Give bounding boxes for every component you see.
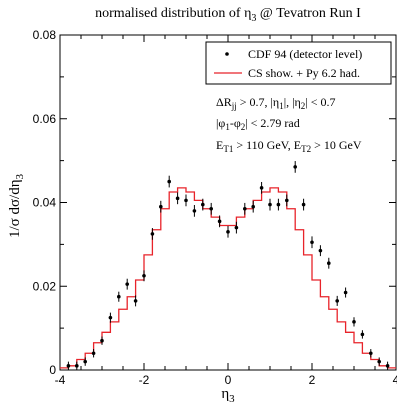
chart-title-pre: normalised distribution of η (95, 6, 251, 21)
x-tick-label: -2 (139, 373, 150, 387)
annotation-part: > 0.7, |η (237, 95, 279, 109)
annotation-line: |φ1-φ2| < 2.79 rad (216, 116, 300, 132)
series-cs-shower-step (60, 187, 396, 369)
x-tick-label: -4 (55, 373, 66, 387)
cdf-data-point (276, 202, 281, 207)
cdf-data-point (75, 364, 79, 368)
y-axis-label: 1/σ dσ/dη3 (7, 173, 26, 238)
cdf-data-point (369, 351, 373, 356)
cdf-data-point (335, 299, 340, 303)
x-axis-label-base: η (221, 386, 229, 402)
plot-area: -4 -2 0 2 4 0 0.02 0.04 0.06 0.08 (33, 28, 397, 387)
legend-label-cs: CS show. + Py 6.2 had. (248, 66, 360, 80)
cdf-data-point (150, 232, 155, 236)
cdf-data-point (66, 364, 71, 368)
cdf-data-point (184, 198, 188, 203)
y-tick-label: 0 (49, 363, 56, 377)
legend: CDF 94 (detector level) CS show. + Py 6.… (205, 41, 392, 85)
legend-label-cdf: CDF 94 (detector level) (248, 47, 362, 61)
cuts-annotation: ΔRjj > 0.7, |η1|, |η2| < 0.7|φ1-φ2| < 2.… (216, 95, 362, 154)
annotation-part: 2 (241, 122, 246, 132)
annotation-part: | < 0.7 (305, 95, 335, 109)
cdf-data-point (142, 273, 146, 278)
cdf-data-point (91, 351, 96, 356)
cdf-data-point (175, 196, 180, 201)
x-tick-label: 0 (225, 373, 232, 387)
cdf-data-point (217, 219, 222, 224)
annotation-part: 2 (301, 101, 306, 111)
cdf-data-point (100, 338, 104, 343)
x-axis-label: η3 (221, 386, 235, 403)
cdf-data-point (301, 202, 306, 207)
chart-title-post: @ Tevatron Run I (256, 6, 361, 21)
cdf-data-point (259, 186, 264, 190)
annotation-part: -φ (230, 116, 241, 130)
cdf-data-point (201, 202, 205, 207)
x-tick-label: 4 (393, 373, 397, 387)
cdf-data-point (209, 206, 213, 211)
annotation-line: ΔRjj > 0.7, |η1|, |η2| < 0.7 (216, 95, 335, 111)
cdf-data-point (83, 359, 87, 364)
cdf-data-point (318, 248, 323, 253)
chart-title: normalised distribution of η3 @ Tevatron… (95, 6, 361, 24)
annotation-part: 1 (279, 101, 284, 111)
y-axis-label-pre: 1/σ dσ/dη (7, 179, 23, 238)
annotation-part: > 10 GeV (311, 138, 362, 152)
x-tick-label: 2 (309, 373, 316, 387)
cdf-data-point (251, 204, 255, 209)
cdf-data-point (243, 206, 247, 211)
cdf-data-point (117, 294, 121, 299)
cdf-data-point (285, 198, 289, 203)
annotation-part: jj (231, 101, 237, 111)
cdf-data-point (133, 299, 138, 303)
annotation-part: T1 (223, 144, 233, 154)
y-tick-label: 0.06 (33, 112, 57, 126)
cdf-data-point (226, 230, 230, 234)
cdf-data-point (352, 320, 356, 324)
annotation-part: |φ (216, 116, 225, 130)
legend-box (205, 41, 392, 85)
annotation-part: 1 (225, 122, 230, 132)
chart-title-sub: 3 (251, 13, 256, 24)
cdf-data-point (360, 332, 365, 337)
cdf-data-point (159, 204, 163, 209)
legend-marker-cdf (225, 52, 229, 56)
annotation-part: T2 (301, 144, 311, 154)
cdf-data-point (310, 240, 314, 245)
annotation-part: E (216, 138, 223, 152)
y-axis-label-sub: 3 (14, 173, 26, 179)
cdf-data-point (234, 225, 239, 230)
cdf-data-point (293, 165, 298, 169)
y-tick-label: 0.08 (33, 28, 57, 42)
cdf-data-point (385, 364, 390, 368)
cdf-data-point (167, 179, 171, 184)
cdf-data-point (192, 209, 197, 213)
annotation-line: ET1 > 110 GeV, ET2 > 10 GeV (216, 138, 362, 154)
cdf-data-point (268, 202, 272, 207)
annotation-part: ΔR (216, 95, 232, 109)
y-tick-label: 0.04 (33, 196, 57, 210)
annotation-part: |, |η (284, 95, 301, 109)
x-axis-label-sub: 3 (229, 393, 235, 403)
y-tick-label: 0.02 (33, 279, 57, 293)
annotation-part: > 110 GeV, E (233, 138, 301, 152)
cdf-data-point (343, 290, 348, 295)
cdf-data-point (377, 359, 382, 364)
cdf-data-point (327, 261, 331, 266)
cdf-data-point (108, 315, 113, 320)
annotation-part: | < 2.79 rad (245, 116, 300, 130)
cdf-data-point (125, 282, 129, 286)
